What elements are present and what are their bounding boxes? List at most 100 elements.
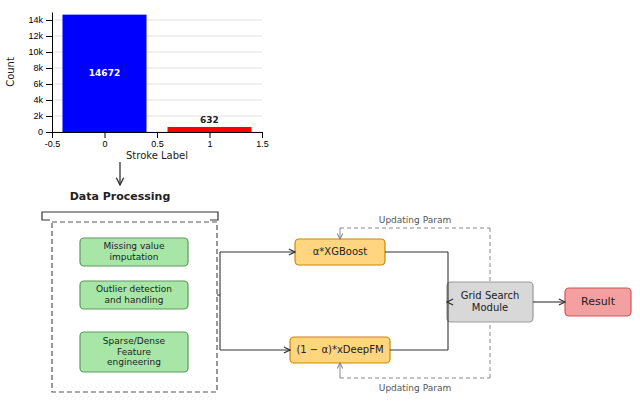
- arrow: [119, 162, 120, 185]
- tick-label: 4k: [33, 95, 43, 105]
- x-axis: -0.5 0 0.5 1 1.5: [45, 132, 269, 149]
- tick: -0.5: [45, 132, 61, 149]
- arrow: [220, 349, 290, 350]
- axis-line: [52, 13, 53, 133]
- arrow: [533, 301, 565, 302]
- annotation-line: Updating Param: [379, 215, 451, 225]
- tick-mark: [46, 36, 52, 37]
- box: [565, 288, 631, 316]
- tick: 0: [38, 127, 52, 137]
- annotation: Outlier detectionand handling: [96, 284, 172, 304]
- tick: 0.5: [151, 132, 164, 149]
- feedback-line: [490, 228, 491, 282]
- box: [80, 281, 188, 309]
- annotation-line: imputation: [110, 252, 159, 262]
- tick-label: 14k: [28, 15, 43, 25]
- annotation-line: α*XGBoost: [313, 246, 367, 257]
- tick-label: 1: [207, 139, 212, 149]
- bracket: [210, 212, 218, 220]
- feedback-arrow: [340, 363, 341, 378]
- tick-mark: [46, 132, 52, 133]
- annotation: α*XGBoost: [313, 246, 367, 257]
- annotation-line: Feature: [117, 347, 151, 357]
- tick-mark: [262, 132, 263, 138]
- feedback-line: [490, 322, 491, 378]
- tick-mark: [46, 100, 52, 101]
- feedback-arrow: [340, 228, 341, 239]
- box: [80, 238, 188, 266]
- connector: [219, 252, 220, 350]
- tick-mark: [52, 132, 53, 138]
- group-frame: [52, 222, 217, 392]
- tick: 14k: [28, 15, 52, 25]
- tick-mark: [46, 52, 52, 53]
- bars: [63, 15, 252, 132]
- annotation-line: Sparse/Dense: [103, 336, 166, 346]
- data-label: 14672: [89, 68, 120, 78]
- annotation: Updating Param: [379, 215, 451, 225]
- tick-label: 0: [102, 139, 107, 149]
- y-axis: 0 2k 4k 6k 8k 10k 12k 14k: [28, 13, 52, 138]
- annotation-line: and handling: [105, 295, 164, 305]
- tick: 4k: [33, 95, 52, 105]
- connector: [385, 251, 448, 252]
- canvas: 02k4k6k8k10k12k14k-0.500.511.5Stroke Lab…: [0, 0, 640, 401]
- tick-mark: [46, 84, 52, 85]
- tick: 10k: [28, 47, 52, 57]
- bar: [63, 15, 147, 132]
- annotation-line: Updating Param: [379, 383, 451, 393]
- tick: 12k: [28, 31, 52, 41]
- bracket: [50, 211, 210, 212]
- tick-label: 1.5: [256, 139, 269, 149]
- tick-label: 8k: [33, 63, 43, 73]
- tick: 6k: [33, 79, 52, 89]
- connector: [447, 252, 448, 350]
- tick: 1.5: [256, 132, 269, 149]
- tick: 2k: [33, 111, 52, 121]
- tick-mark: [46, 20, 52, 21]
- box: [447, 282, 533, 322]
- data-label: 632: [200, 115, 219, 125]
- tick-label: 0: [38, 127, 43, 137]
- annotation: Grid SearchModule: [461, 290, 520, 313]
- bracket: [42, 212, 50, 220]
- annotation-line: Data Processing: [70, 190, 171, 203]
- tick-mark: [105, 132, 106, 138]
- section-label: Data Processing: [70, 190, 171, 203]
- annotation-line: Grid Search: [461, 290, 520, 301]
- tick-mark: [46, 116, 52, 117]
- connector: [390, 349, 448, 350]
- bar: [168, 127, 252, 132]
- y-axis-title: Count: [5, 57, 16, 87]
- annotation: Updating Param: [379, 383, 451, 393]
- feedback-line: [340, 378, 490, 379]
- diagram: Data Processing Missing valueimputation Ou…: [42, 162, 631, 393]
- tick-label: 0.5: [151, 139, 164, 149]
- annotation-line: Outlier detection: [96, 284, 172, 294]
- annotation-line: Module: [472, 302, 508, 313]
- arrow: [447, 301, 448, 302]
- tick-label: 12k: [28, 31, 43, 41]
- tick-mark: [157, 132, 158, 138]
- annotation: (1 − α)*xDeepFM: [296, 344, 383, 355]
- box: [295, 239, 385, 265]
- tick: 8k: [33, 63, 52, 73]
- tick-label: -0.5: [45, 139, 61, 149]
- annotation: Missing valueimputation: [103, 241, 164, 261]
- annotation: Result: [581, 295, 616, 308]
- annotation: Sparse/DenseFeatureengineering: [103, 336, 166, 367]
- tick: 0: [102, 132, 107, 149]
- tick-label: 6k: [33, 79, 43, 89]
- tick: 1: [207, 132, 212, 149]
- annotation-line: Result: [581, 295, 616, 308]
- box: [80, 332, 188, 372]
- tick-mark: [46, 68, 52, 69]
- feedback-line: [340, 228, 490, 229]
- box: [290, 337, 390, 363]
- x-axis-title: Stroke Label: [126, 150, 188, 161]
- annotation-line: engineering: [107, 357, 161, 367]
- tick-label: 2k: [33, 111, 43, 121]
- data-labels: 14672 632: [89, 68, 219, 125]
- annotation-line: (1 − α)*xDeepFM: [296, 344, 383, 355]
- arrow: [220, 251, 295, 252]
